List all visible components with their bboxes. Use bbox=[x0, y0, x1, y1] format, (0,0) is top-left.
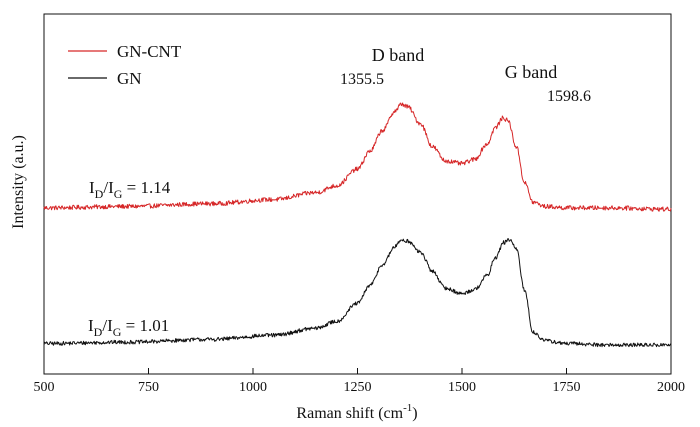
x-tick-label: 2000 bbox=[657, 380, 685, 395]
ratio-gncnt-sub-g: G bbox=[114, 187, 123, 201]
ratio-gn-sub-d: D bbox=[94, 325, 103, 339]
ratio-gn-sub-g: G bbox=[113, 325, 122, 339]
ratio-gn-value: = 1.01 bbox=[121, 316, 169, 335]
legend: GN-CNT GN bbox=[68, 42, 182, 88]
ratio-gncnt-slash: /I bbox=[103, 178, 114, 197]
x-tick-label: 1250 bbox=[344, 380, 372, 395]
x-tick-label: 750 bbox=[138, 380, 159, 395]
series-line-gncnt bbox=[43, 102, 672, 212]
legend-label-gncnt: GN-CNT bbox=[117, 42, 182, 61]
legend-label-gn: GN bbox=[117, 69, 142, 88]
x-tick-label: 1750 bbox=[553, 380, 581, 395]
x-axis-ticks: 500 750 1000 1250 1500 1750 2000 bbox=[34, 368, 685, 395]
d-band-label: D band bbox=[372, 45, 425, 65]
x-tick-label: 1000 bbox=[239, 380, 267, 395]
d-band-value: 1355.5 bbox=[340, 71, 384, 88]
g-band-label: G band bbox=[505, 62, 558, 82]
series-line-gn bbox=[43, 237, 672, 348]
ratio-gn: ID/IG = 1.01 bbox=[88, 316, 169, 339]
x-axis-label-close: ) bbox=[412, 405, 417, 422]
ratio-gn-slash: /I bbox=[102, 316, 113, 335]
x-axis-label: Raman shift (cm-1) bbox=[296, 402, 417, 422]
y-axis-label: Intensity (a.u.) bbox=[10, 135, 27, 229]
ratio-gncnt-sub-d: D bbox=[95, 187, 104, 201]
series-layer bbox=[43, 102, 672, 348]
x-tick-label: 500 bbox=[34, 380, 55, 395]
g-band-value: 1598.6 bbox=[547, 88, 591, 105]
ratio-gncnt-value: = 1.14 bbox=[122, 178, 170, 197]
ratio-gncnt: ID/IG = 1.14 bbox=[89, 178, 171, 201]
x-tick-label: 1500 bbox=[448, 380, 476, 395]
x-axis-label-sup: -1 bbox=[403, 402, 412, 414]
